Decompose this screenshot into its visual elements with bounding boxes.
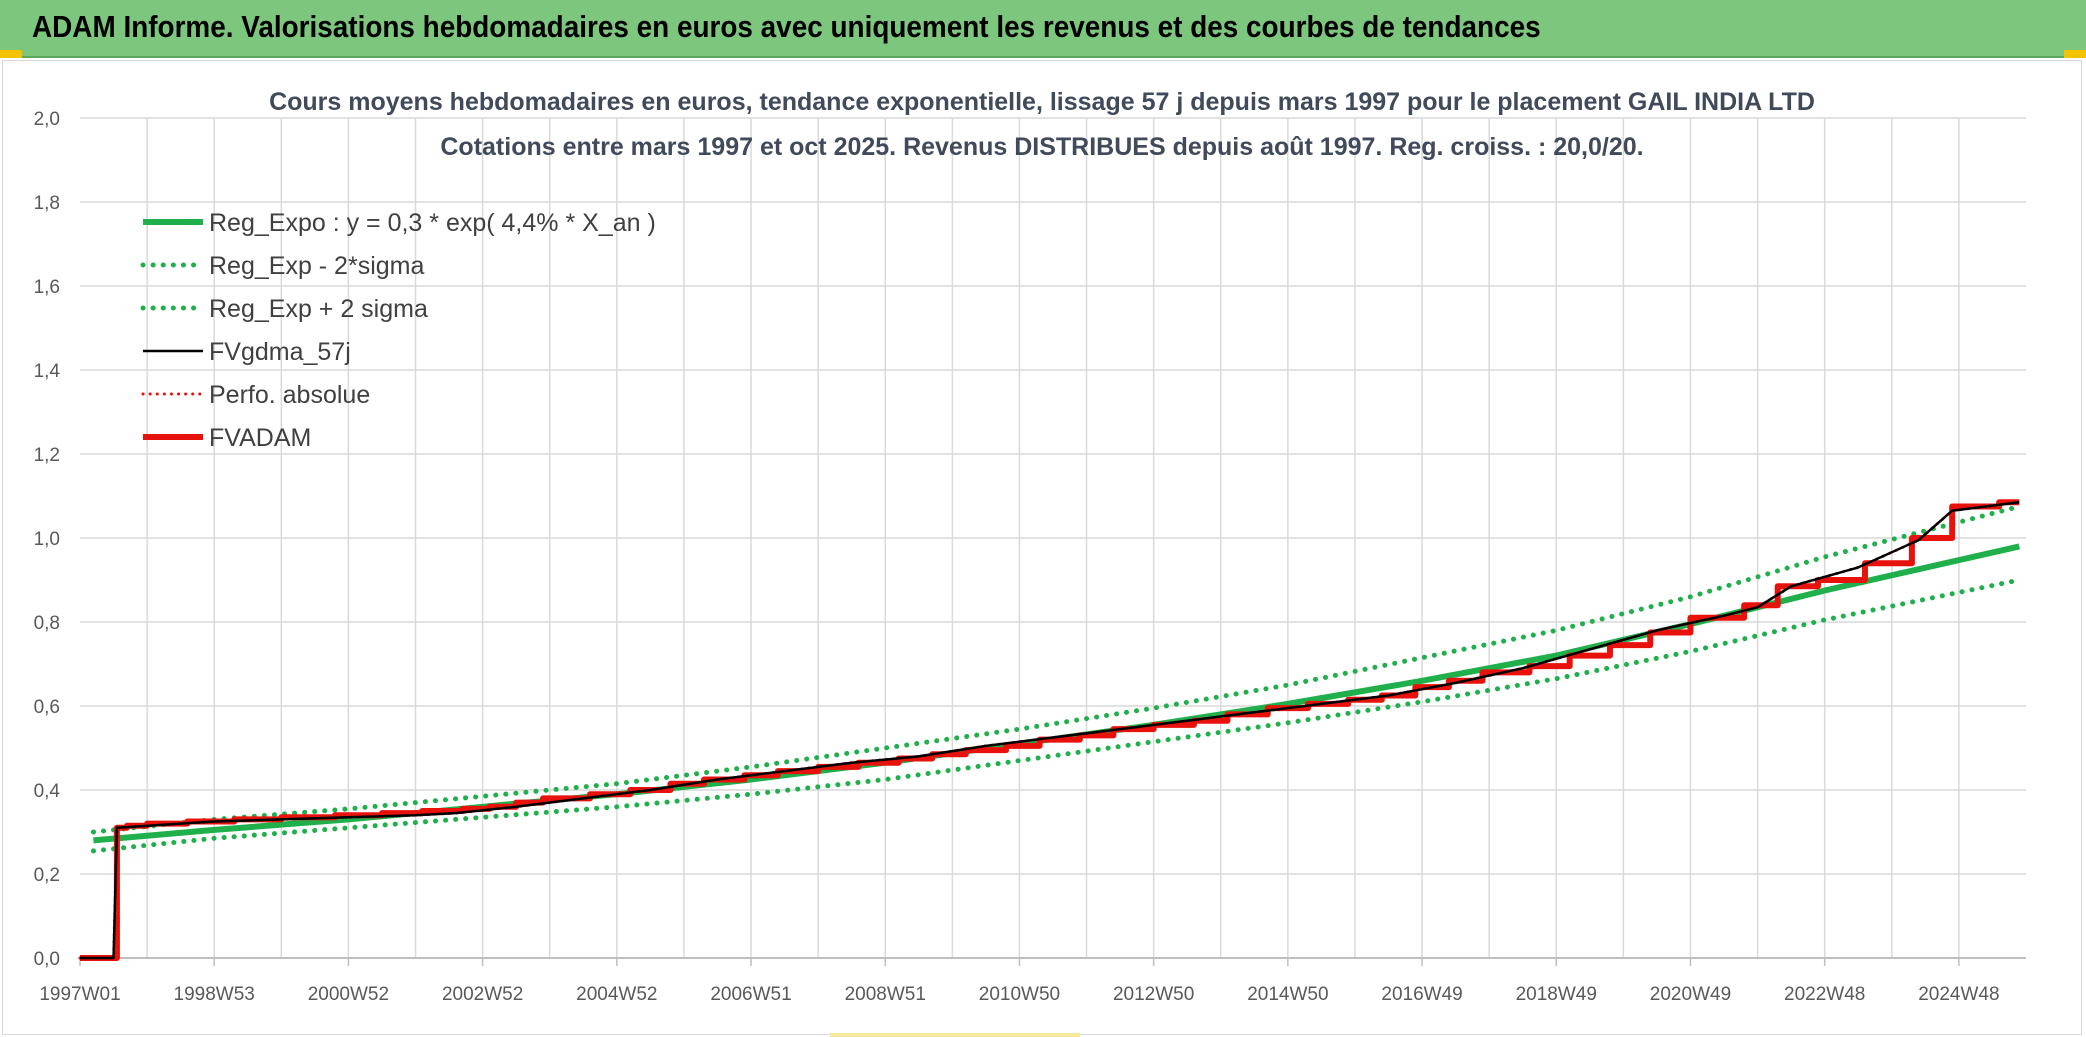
x-tick-label: 2002W52 (442, 984, 523, 1005)
x-tick-label: 2006W51 (710, 984, 791, 1005)
legend-entry: FVgdma_57j (209, 338, 351, 366)
series-line-1 (90, 577, 2022, 854)
legend-entry: Perfo. absolue (209, 381, 370, 409)
x-tick-label: 2014W50 (1247, 984, 1328, 1005)
x-tick-label: 2008W51 (845, 984, 926, 1005)
bottom-accent-strip (830, 1033, 1080, 1037)
x-tick-label: 2010W50 (979, 984, 1060, 1005)
y-tick-label: 1,0 (34, 529, 60, 550)
series-line-3 (80, 501, 2020, 960)
x-tick-label: 2024W48 (1918, 984, 1999, 1005)
y-tick-label: 1,2 (34, 445, 60, 466)
grid-lines (80, 117, 2026, 959)
chart-title: Cours moyens hebdomadaires en euros, ten… (269, 88, 1815, 116)
axes: 0,0 0,2 0,4 0,6 0,8 1,0 1,2 1,4 1,6 1,8 2,0 1997W01… (34, 109, 2026, 1005)
x-tick-label: 2012W50 (1113, 984, 1194, 1005)
y-tick-label: 0,6 (34, 697, 60, 718)
y-tick-label: 0,4 (34, 781, 61, 802)
legend-entry: FVADAM (209, 424, 311, 452)
series-line-4 (78, 500, 2021, 960)
x-tick-label: 1997W01 (39, 984, 120, 1005)
series-lines (78, 499, 2022, 961)
corner-accent-right (2064, 50, 2086, 58)
chart-subtitle: Cotations entre mars 1997 et oct 2025. R… (440, 133, 1643, 161)
legend-entry: Reg_Exp - 2*sigma (209, 252, 424, 280)
x-tick-label: 2020W49 (1650, 984, 1731, 1005)
x-tick-label: 1998W53 (174, 984, 255, 1005)
legend-entry: Reg_Expo : y = 0,3 * exp( 4,4% * X_an ) (209, 209, 656, 237)
corner-accent-left (0, 50, 22, 58)
y-tick-label: 1,6 (34, 277, 60, 298)
y-tick-label: 0,2 (34, 865, 60, 886)
x-tick-label: 2018W49 (1516, 984, 1597, 1005)
y-tick-label: 0,0 (34, 949, 60, 970)
series-line-5 (80, 499, 2020, 961)
series-line-0 (93, 543, 2020, 844)
report-title: ADAM Informe. Valorisations hebdomadaire… (32, 9, 1541, 44)
report-banner: ADAM Informe. Valorisations hebdomadaire… (0, 0, 2086, 58)
y-tick-label: 2,0 (34, 109, 60, 130)
x-tick-label: 2000W52 (308, 984, 389, 1005)
y-tick-label: 0,8 (34, 613, 60, 634)
x-tick-label: 2004W52 (576, 984, 657, 1005)
series-line-2 (90, 504, 2022, 835)
x-tick-label: 2022W48 (1784, 984, 1865, 1005)
x-tick-label: 2016W49 (1381, 984, 1462, 1005)
legend: Reg_Expo : y = 0,3 * exp( 4,4% * X_an ) R… (140, 209, 656, 452)
y-tick-label: 1,4 (34, 361, 61, 382)
y-tick-label: 1,8 (34, 193, 60, 214)
legend-entry: Reg_Exp + 2 sigma (209, 295, 428, 323)
